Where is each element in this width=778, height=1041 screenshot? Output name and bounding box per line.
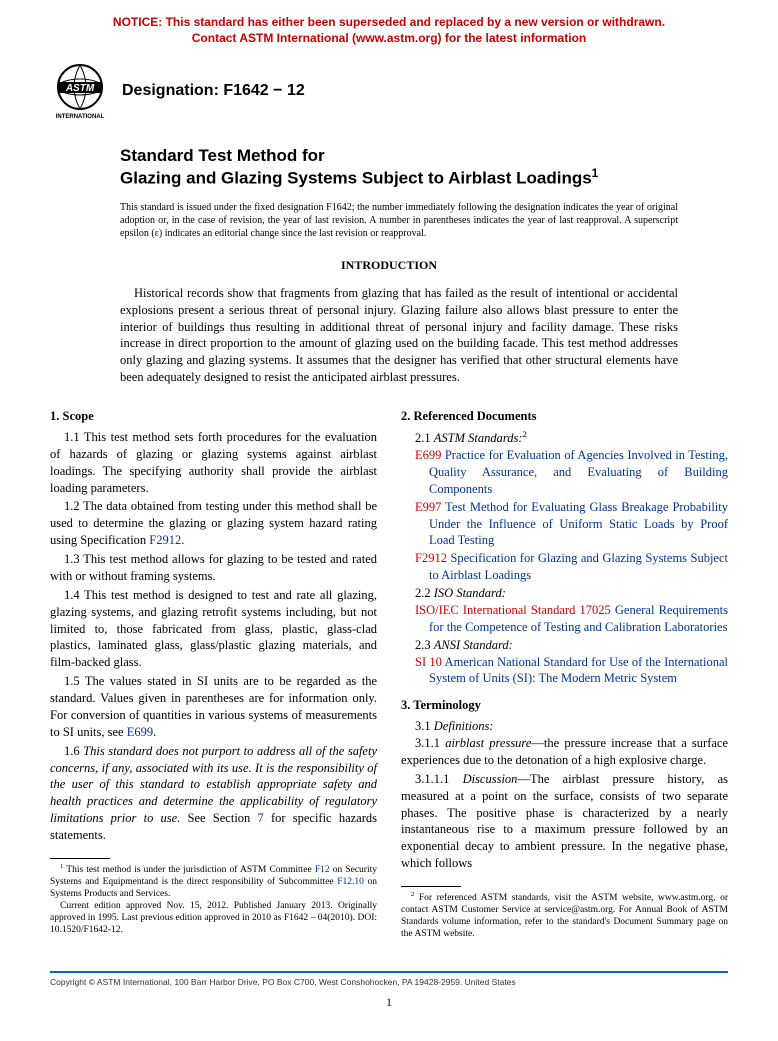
title-line2: Glazing and Glazing Systems Subject to A… (120, 166, 728, 189)
link-e699[interactable]: E699 (127, 725, 153, 739)
link-f12-10[interactable]: F12.10 (337, 877, 364, 887)
right-column: 2. Referenced Documents 2.1 ASTM Standar… (401, 408, 728, 941)
scope-1-2: 1.2 The data obtained from testing under… (50, 498, 377, 549)
scope-1-5: 1.5 The values stated in SI units are to… (50, 673, 377, 741)
title-line1: Standard Test Method for (120, 146, 728, 166)
ref-e699: E699 Practice for Evaluation of Agencies… (415, 447, 728, 498)
scope-1-6: 1.6 This standard does not purport to ad… (50, 743, 377, 844)
ref-code-si10[interactable]: SI 10 (415, 655, 442, 669)
footnote-rule-right (401, 886, 461, 887)
introduction-text: Historical records show that fragments f… (120, 285, 678, 386)
ref-code-iso[interactable]: ISO/IEC International Standard 17025 (415, 603, 611, 617)
footnote-rule-left (50, 858, 110, 859)
title-block: Standard Test Method for Glazing and Gla… (120, 146, 728, 189)
introduction-heading: INTRODUCTION (50, 258, 728, 273)
scope-1-4: 1.4 This test method is designed to test… (50, 587, 377, 671)
ansi-standard-head: 2.3 ANSI Standard: (401, 637, 728, 654)
footnote-2: 2 For referenced ASTM standards, visit t… (401, 891, 728, 941)
link-f12[interactable]: F12 (315, 865, 330, 875)
link-f2912[interactable]: F2912 (149, 533, 181, 547)
footnote-1-edition: Current edition approved Nov. 15, 2012. … (50, 901, 377, 937)
svg-text:INTERNATIONAL: INTERNATIONAL (56, 114, 105, 120)
footnote-1: 1 This test method is under the jurisdic… (50, 863, 377, 901)
iso-standard-head: 2.2 ISO Standard: (401, 585, 728, 602)
issuance-note: This standard is issued under the fixed … (120, 201, 678, 240)
left-column: 1. Scope 1.1 This test method sets forth… (50, 408, 377, 941)
referenced-heading: 2. Referenced Documents (401, 408, 728, 425)
ref-code-e997[interactable]: E997 (415, 500, 441, 514)
scope-1-1: 1.1 This test method sets forth procedur… (50, 429, 377, 497)
page-number: 1 (50, 995, 728, 1010)
notice-line1: NOTICE: This standard has either been su… (113, 15, 665, 29)
header-row: ASTM INTERNATIONAL Designation: F1642 − … (50, 61, 728, 121)
two-column-body: 1. Scope 1.1 This test method sets forth… (50, 408, 728, 941)
definitions-head: 3.1 Definitions: (401, 718, 728, 735)
ref-iso-17025: ISO/IEC International Standard 17025 Gen… (415, 602, 728, 636)
ref-code-f2912[interactable]: F2912 (415, 551, 447, 565)
term-discussion: 3.1.1.1 Discussion—The airblast pressure… (401, 771, 728, 872)
ref-code-e699[interactable]: E699 (415, 448, 441, 462)
designation: Designation: F1642 − 12 (122, 82, 305, 100)
astm-standards-head: 2.1 ASTM Standards:2 (401, 429, 728, 447)
copyright-bar: Copyright © ASTM International, 100 Barr… (50, 971, 728, 987)
notice-line2: Contact ASTM International (www.astm.org… (192, 31, 586, 45)
astm-logo: ASTM INTERNATIONAL (50, 61, 110, 121)
scope-1-3: 1.3 This test method allows for glazing … (50, 551, 377, 585)
notice-banner: NOTICE: This standard has either been su… (50, 15, 728, 46)
scope-heading: 1. Scope (50, 408, 377, 425)
ref-f2912: F2912 Specification for Glazing and Glaz… (415, 550, 728, 584)
terminology-heading: 3. Terminology (401, 697, 728, 714)
ref-e997: E997 Test Method for Evaluating Glass Br… (415, 499, 728, 550)
ref-si-10: SI 10 American National Standard for Use… (415, 654, 728, 688)
svg-text:ASTM: ASTM (65, 83, 95, 94)
term-airblast-pressure: 3.1.1 airblast pressure—the pressure inc… (401, 735, 728, 769)
